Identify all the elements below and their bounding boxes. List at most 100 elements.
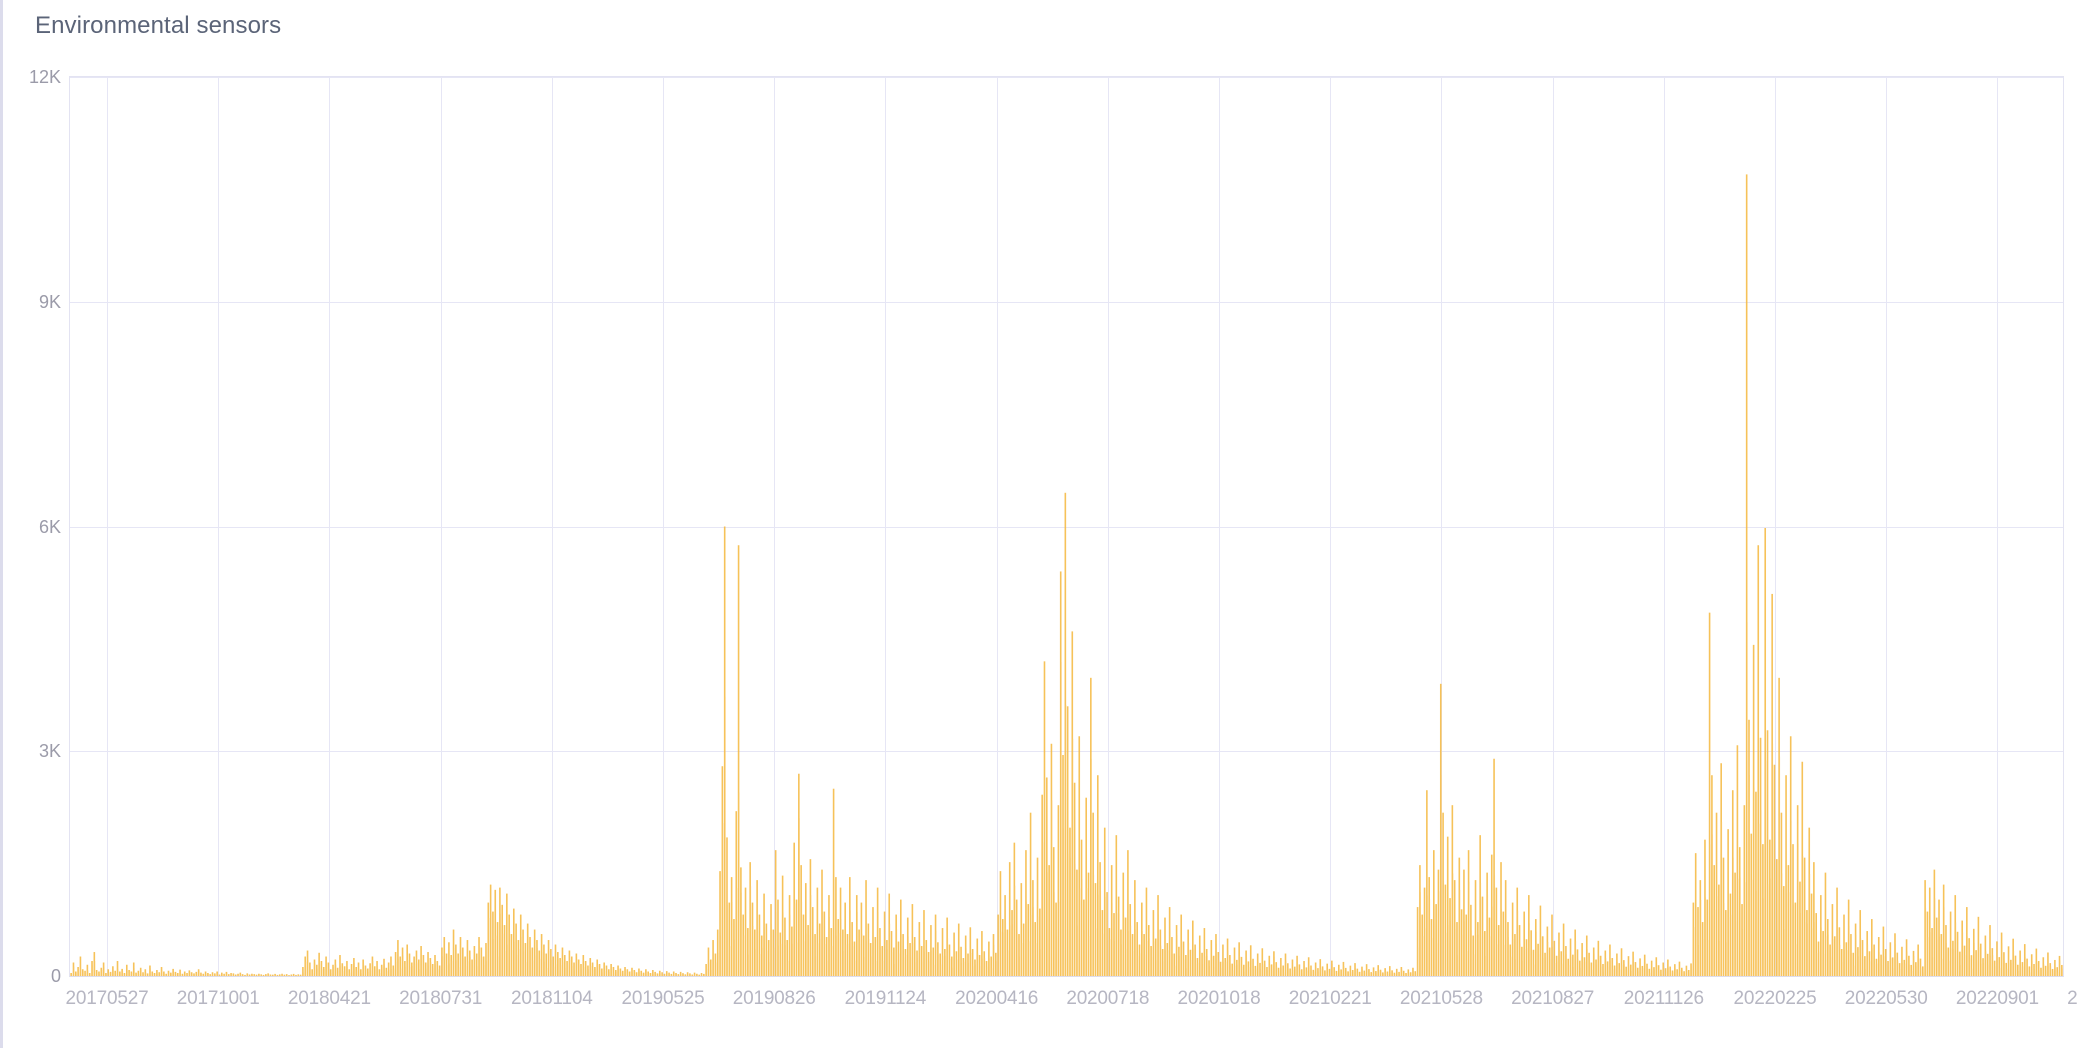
bar: [1861, 940, 1864, 976]
bar-overlap: [1827, 934, 1829, 976]
bar: [818, 923, 821, 976]
bar: [816, 887, 819, 976]
bar-overlap: [1241, 966, 1243, 976]
bar: [1402, 970, 1405, 976]
bar-overlap: [1109, 939, 1111, 976]
bar: [1523, 911, 1525, 976]
bar: [1546, 926, 1549, 976]
bar-overlap: [1392, 972, 1394, 976]
bar-overlap: [1535, 931, 1537, 976]
bar: [237, 973, 239, 976]
bar: [802, 914, 805, 976]
bar: [668, 972, 670, 976]
bar-overlap: [1468, 881, 1470, 976]
bar: [795, 899, 798, 976]
bar: [617, 965, 619, 976]
bar: [1321, 966, 1324, 976]
bar: [1046, 777, 1048, 976]
bar-overlap: [968, 963, 969, 976]
bar: [1868, 951, 1871, 976]
bar: [411, 962, 413, 976]
bar-overlap: [1111, 902, 1113, 976]
bar-overlap: [1895, 943, 1896, 976]
bar: [1817, 941, 1820, 976]
bar: [1829, 944, 1831, 976]
bar: [589, 958, 592, 976]
bar-overlap: [395, 961, 397, 976]
bar-overlap: [2010, 963, 2012, 976]
bar: [1205, 949, 1208, 976]
bar-overlap: [525, 962, 527, 976]
bars-group-secondary: [71, 622, 2063, 976]
bar-overlap: [1039, 949, 1041, 976]
bar: [1507, 922, 1509, 976]
bar-overlap: [462, 958, 464, 976]
bar: [1426, 790, 1428, 976]
bar-overlap: [648, 973, 650, 976]
bar: [1947, 947, 1950, 976]
bar-overlap: [1897, 960, 1899, 976]
bar: [1388, 966, 1391, 976]
bar: [1694, 853, 1697, 976]
bar: [1984, 935, 1987, 976]
bar: [1055, 902, 1057, 976]
bar: [1245, 950, 1247, 976]
bar: [81, 969, 84, 976]
bar-overlap: [710, 969, 712, 976]
bar-overlap: [421, 953, 423, 976]
bar-overlap: [1709, 844, 1711, 976]
bar-overlap: [1934, 898, 1936, 976]
bar-overlap: [1118, 913, 1120, 976]
bar-overlap: [1438, 891, 1440, 976]
bar: [1581, 943, 1583, 976]
bar: [682, 973, 684, 976]
bar: [471, 959, 473, 976]
bar-overlap: [866, 941, 867, 976]
bar: [1263, 960, 1266, 976]
bar-overlap: [504, 951, 506, 976]
bar: [719, 871, 721, 976]
bar-overlap: [1524, 949, 1526, 976]
bar-overlap: [1487, 894, 1489, 976]
bar-overlap: [1380, 971, 1382, 976]
bar: [415, 950, 418, 976]
bar: [341, 963, 344, 976]
plot-area[interactable]: [69, 76, 2064, 977]
bar-overlap: [228, 974, 230, 976]
bar-overlap: [351, 971, 353, 976]
bar: [1738, 847, 1741, 976]
bar-overlap: [1283, 972, 1285, 976]
bar: [1242, 964, 1245, 976]
bar: [1314, 962, 1317, 976]
bar: [1247, 961, 1250, 976]
bar: [1810, 893, 1813, 976]
bar: [1273, 951, 1275, 976]
bar-overlap: [1980, 963, 1982, 976]
bar-overlap: [1095, 928, 1097, 976]
bar-overlap: [1480, 883, 1482, 976]
bar-overlap: [824, 944, 826, 976]
bar-overlap: [1742, 928, 1743, 976]
bar: [1938, 899, 1940, 976]
bar: [568, 950, 571, 976]
bar: [1683, 971, 1685, 976]
bar-overlap: [1292, 969, 1294, 976]
bar: [1189, 949, 1192, 976]
bar-overlap: [374, 969, 376, 976]
bar-overlap: [1686, 970, 1688, 976]
bar-overlap: [2061, 968, 2063, 976]
bar: [1456, 922, 1458, 976]
bar-overlap: [2024, 957, 2026, 976]
bar-overlap: [110, 972, 112, 976]
bar: [1004, 895, 1006, 976]
bar: [1762, 844, 1764, 976]
bar-overlap: [1457, 955, 1458, 976]
bar: [2054, 959, 2056, 976]
bar-overlap: [662, 974, 664, 976]
bar-overlap: [1331, 963, 1333, 976]
bar-overlap: [1510, 956, 1512, 976]
bar-overlap: [1338, 970, 1340, 976]
bar: [1224, 958, 1227, 976]
bar-overlap: [995, 961, 997, 976]
bar: [1551, 914, 1553, 976]
